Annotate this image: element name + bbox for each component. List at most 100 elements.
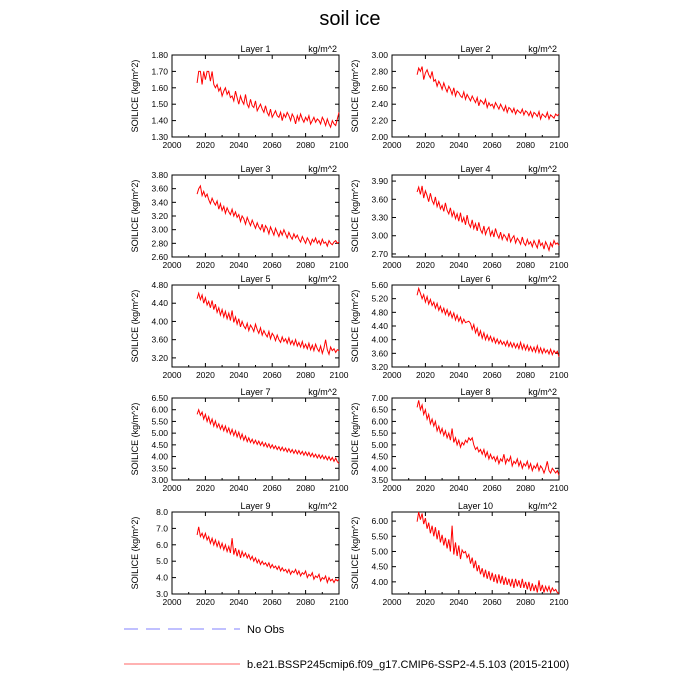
x-tick-label: 2020 (416, 483, 435, 493)
chart-panel-6: Layer 6 kg/m^2 SOILICE (kg/m^2) 2000 2020 204… (350, 274, 569, 380)
plot-frame (391, 284, 560, 368)
x-tick-label: 2020 (196, 260, 215, 270)
panel-units: kg/m^2 (528, 274, 557, 284)
x-tick-label: 2080 (516, 483, 535, 493)
y-tick-label: 5.20 (371, 294, 388, 304)
y-tick-label: 3.60 (151, 335, 168, 345)
y-tick-label: 4.0 (156, 573, 168, 583)
x-tick-label: 2060 (263, 597, 282, 607)
x-tick-label: 2100 (330, 483, 349, 493)
x-tick-label: 2100 (330, 370, 349, 380)
y-tick-label: 3.00 (151, 475, 168, 485)
y-tick-label: 1.80 (151, 50, 168, 60)
y-tick-label: 5.0 (156, 556, 168, 566)
y-tick-label: 6.50 (371, 405, 388, 415)
x-tick-label: 2000 (163, 140, 182, 150)
panel-title: Layer 9 (240, 501, 270, 511)
x-tick-label: 2020 (416, 597, 435, 607)
y-tick-label: 3.00 (151, 225, 168, 235)
x-tick-label: 2000 (163, 260, 182, 270)
x-tick-label: 2100 (330, 260, 349, 270)
x-tick-label: 2060 (483, 140, 502, 150)
x-tick-label: 2100 (550, 140, 569, 150)
panel-units: kg/m^2 (308, 387, 337, 397)
x-tick-label: 2060 (483, 597, 502, 607)
y-tick-label: 6.00 (151, 405, 168, 415)
chart-panel-4: Layer 4 kg/m^2 SOILICE (kg/m^2) 2000 2020 204… (350, 164, 569, 270)
y-axis-label: SOILICE (kg/m^2) (130, 517, 140, 590)
y-tick-label: 6.0 (156, 540, 168, 550)
y-tick-label: 5.50 (371, 428, 388, 438)
x-tick-label: 2000 (383, 140, 402, 150)
x-tick-label: 2040 (229, 260, 248, 270)
plot-frame (171, 397, 340, 481)
x-tick-label: 2080 (296, 260, 315, 270)
y-tick-label: 3.00 (371, 231, 388, 241)
x-tick-label: 2000 (383, 597, 402, 607)
y-tick-label: 2.80 (371, 66, 388, 76)
chart-panel-5: Layer 5 kg/m^2 SOILICE (kg/m^2) 2000 2020 204… (130, 274, 349, 380)
panel-title: Layer 2 (460, 44, 490, 54)
y-tick-label: 1.70 (151, 66, 168, 76)
y-tick-label: 5.50 (151, 416, 168, 426)
series-line (416, 511, 560, 595)
y-tick-label: 2.20 (371, 116, 388, 126)
y-tick-label: 6.00 (371, 416, 388, 426)
y-tick-label: 3.00 (371, 50, 388, 60)
y-tick-label: 1.40 (151, 116, 168, 126)
x-tick-label: 2060 (483, 370, 502, 380)
y-tick-label: 6.50 (151, 393, 168, 403)
y-tick-label: 2.70 (371, 249, 388, 259)
x-tick-label: 2000 (163, 597, 182, 607)
y-tick-label: 3.90 (371, 176, 388, 186)
y-tick-label: 1.60 (151, 83, 168, 93)
y-tick-label: 5.50 (371, 531, 388, 541)
y-tick-label: 4.40 (151, 298, 168, 308)
y-tick-label: 2.60 (151, 252, 168, 262)
y-tick-label: 4.00 (371, 577, 388, 587)
y-tick-label: 4.80 (151, 280, 168, 290)
x-tick-label: 2020 (196, 483, 215, 493)
plot-frame (171, 511, 340, 595)
y-tick-label: 4.00 (371, 335, 388, 345)
y-axis-label: SOILICE (kg/m^2) (350, 403, 360, 476)
y-axis-label: SOILICE (kg/m^2) (130, 290, 140, 363)
chart-panel-8: Layer 8 kg/m^2 SOILICE (kg/m^2) 2000 2020 204… (350, 387, 569, 493)
x-tick-label: 2100 (550, 260, 569, 270)
plot-frame (391, 174, 560, 258)
x-tick-label: 2060 (483, 260, 502, 270)
x-tick-label: 2040 (449, 140, 468, 150)
y-tick-label: 3.50 (151, 463, 168, 473)
panel-units: kg/m^2 (308, 164, 337, 174)
x-tick-label: 2080 (516, 597, 535, 607)
chart-panel-9: Layer 9 kg/m^2 SOILICE (kg/m^2) 2000 2020 204… (130, 501, 349, 607)
y-tick-label: 7.0 (156, 523, 168, 533)
x-tick-label: 2060 (263, 483, 282, 493)
series-line (196, 184, 340, 248)
x-tick-label: 2080 (296, 597, 315, 607)
y-tick-label: 4.50 (151, 440, 168, 450)
y-axis-label: SOILICE (kg/m^2) (130, 403, 140, 476)
x-tick-label: 2080 (296, 370, 315, 380)
panel-title: Layer 5 (240, 274, 270, 284)
x-tick-label: 2060 (263, 260, 282, 270)
y-tick-label: 8.0 (156, 507, 168, 517)
panel-title: Layer 6 (460, 274, 490, 284)
y-tick-label: 2.40 (371, 99, 388, 109)
y-tick-label: 5.00 (151, 428, 168, 438)
y-tick-label: 5.00 (371, 440, 388, 450)
x-tick-label: 2100 (330, 140, 349, 150)
x-tick-label: 2000 (383, 370, 402, 380)
series-line (196, 70, 340, 129)
legend: No Obs b.e21.BSSP245cmip6.f09_g17.CMIP6-… (124, 624, 569, 671)
y-tick-label: 3.50 (371, 475, 388, 485)
x-tick-label: 2040 (449, 260, 468, 270)
chart-panel-2: Layer 2 kg/m^2 SOILICE (kg/m^2) 2000 2020 204… (350, 44, 569, 150)
plot-frame (391, 397, 560, 481)
x-tick-label: 2040 (229, 597, 248, 607)
y-tick-label: 3.60 (371, 194, 388, 204)
plot-frame (171, 54, 340, 138)
y-tick-label: 6.00 (371, 516, 388, 526)
series-line (416, 400, 560, 476)
x-tick-label: 2020 (416, 140, 435, 150)
